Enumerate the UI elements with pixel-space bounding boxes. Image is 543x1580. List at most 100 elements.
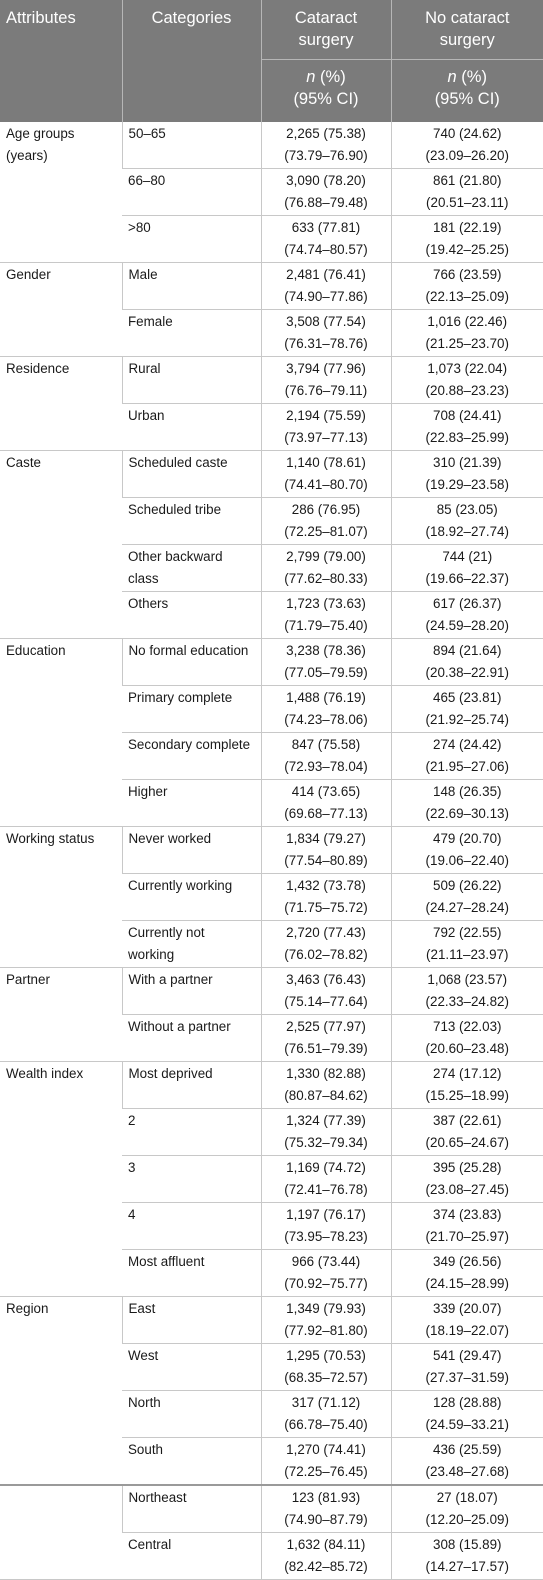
- count-percent: 2,265 (75.38): [286, 126, 366, 141]
- attribute-cell: Education: [0, 638, 122, 827]
- no-cataract-value-cell: 436 (25.59) (23.48–27.68): [390, 1437, 543, 1486]
- count-percent: 1,330 (82.88): [286, 1066, 366, 1081]
- attribute-cell: Gender: [0, 262, 122, 357]
- category-cell: No formal education: [121, 638, 261, 686]
- category-cell: Male: [121, 262, 261, 310]
- table-row: Partner With a partner 3,463 (76.43) (75.14…: [0, 967, 543, 1062]
- table-row: Others 1,723 (73.63) (71.79–75.40) 617 (26.…: [0, 591, 543, 639]
- confidence-interval: (69.68–77.13): [284, 806, 368, 821]
- cataract-value-cell: 1,834 (79.27) (77.54–80.89): [260, 826, 391, 874]
- table-row: 2 1,324 (77.39) (75.32–79.34) 387 (22.61) (2…: [0, 1108, 543, 1156]
- category-cell: Currently not working: [122, 920, 261, 968]
- cataract-value-cell: 1,488 (76.19) (74.23–78.06): [260, 685, 391, 733]
- table-row: Scheduled tribe 286 (76.95) (72.25–81.07) 8…: [0, 497, 543, 545]
- count-percent: 128 (28.88): [433, 1395, 502, 1410]
- confidence-interval: (18.92–27.74): [425, 524, 509, 539]
- confidence-interval: (22.83–25.99): [425, 430, 509, 445]
- cataract-value-cell: 2,799 (79.00) (77.62–80.33): [260, 544, 391, 592]
- no-cataract-value-cell: 713 (22.03) (20.60–23.48): [390, 1014, 543, 1062]
- cataract-value-cell: 1,270 (74.41) (72.25–76.45): [260, 1437, 391, 1486]
- confidence-interval: (76.02–78.82): [284, 947, 368, 962]
- count-percent: 123 (81.93): [291, 1490, 361, 1505]
- count-percent: 509 (26.22): [433, 878, 502, 893]
- category-cell: Most affluent: [122, 1249, 261, 1297]
- cataract-value-cell: 1,140 (78.61) (74.41–80.70): [260, 450, 391, 498]
- cataract-value-cell: 966 (73.44) (70.92–75.77): [260, 1249, 391, 1297]
- category-cell: West: [122, 1343, 261, 1391]
- confidence-interval: (74.90–87.79): [284, 1512, 368, 1527]
- count-percent: 465 (23.81): [433, 690, 502, 705]
- attribute-cell: Residence: [0, 356, 122, 451]
- count-percent: 1,432 (73.78): [286, 878, 366, 893]
- no-cataract-value-cell: 541 (29.47) (27.37–31.59): [390, 1343, 543, 1391]
- category-cell: North: [122, 1390, 261, 1438]
- confidence-interval: (23.08–27.45): [425, 1182, 509, 1197]
- confidence-interval: (73.79–76.90): [284, 148, 368, 163]
- count-percent: 148 (26.35): [433, 784, 502, 799]
- table-row: West 1,295 (70.53) (68.35–72.57) 541 (29.47…: [0, 1343, 543, 1391]
- count-percent: 1,723 (73.63): [286, 596, 366, 611]
- count-percent: 1,073 (22.04): [427, 361, 508, 376]
- confidence-interval: (77.54–80.89): [284, 853, 368, 868]
- attribute-cell: Wealth index: [0, 1061, 122, 1297]
- subheader-no-cataract: n (%) (95% CI): [390, 59, 543, 122]
- table-row: Education No formal education 3,238 (78.36…: [0, 638, 543, 827]
- no-cataract-value-cell: 27 (18.07) (12.20–25.09): [390, 1484, 543, 1533]
- category-cell: Northeast: [121, 1484, 261, 1533]
- confidence-interval: (20.60–23.48): [425, 1041, 509, 1056]
- no-cataract-value-cell: 861 (21.80) (20.51–23.11): [390, 168, 543, 216]
- confidence-interval: (19.06–22.40): [425, 853, 509, 868]
- confidence-interval: (21.95–27.06): [425, 759, 509, 774]
- confidence-interval: (73.95–78.23): [284, 1229, 368, 1244]
- confidence-interval: (77.92–81.80): [284, 1323, 368, 1338]
- category-cell: Central: [122, 1532, 261, 1580]
- subheader-pct: (%): [461, 68, 487, 86]
- cataract-value-cell: 3,794 (77.96) (76.76–79.11): [260, 356, 391, 404]
- confidence-interval: (75.32–79.34): [284, 1135, 368, 1150]
- table-row: 66–80 3,090 (78.20) (76.88–79.48) 861 (21.8…: [0, 168, 543, 216]
- confidence-interval: (74.41–80.70): [284, 477, 368, 492]
- confidence-interval: (22.33–24.82): [425, 994, 509, 1009]
- no-cataract-value-cell: 274 (24.42) (21.95–27.06): [390, 732, 543, 780]
- header-attributes: Attributes: [0, 0, 122, 122]
- count-percent: 274 (17.12): [433, 1066, 502, 1081]
- table-row: Currently working 1,432 (73.78) (71.75–75.…: [0, 873, 543, 921]
- table-row: Secondary complete 847 (75.58) (72.93–78.0…: [0, 732, 543, 780]
- count-percent: 1,632 (84.11): [286, 1537, 366, 1552]
- confidence-interval: (76.88–79.48): [284, 195, 368, 210]
- confidence-interval: (70.92–75.77): [284, 1276, 368, 1291]
- subheader-cataract: n (%) (95% CI): [260, 59, 391, 122]
- confidence-interval: (27.37–31.59): [425, 1370, 509, 1385]
- table-row: Other backward class 2,799 (79.00) (77.62–…: [0, 544, 543, 592]
- confidence-interval: (20.38–22.91): [425, 665, 509, 680]
- confidence-interval: (23.09–26.20): [425, 148, 509, 163]
- count-percent: 310 (21.39): [433, 455, 502, 470]
- count-percent: 744 (21): [442, 549, 493, 564]
- category-cell: Never worked: [121, 826, 261, 874]
- confidence-interval: (22.13–25.09): [425, 289, 509, 304]
- no-cataract-value-cell: 766 (23.59) (22.13–25.09): [390, 262, 543, 310]
- cataract-value-cell: 847 (75.58) (72.93–78.04): [260, 732, 391, 780]
- category-cell: Rural: [121, 356, 261, 404]
- no-cataract-value-cell: 274 (17.12) (15.25–18.99): [390, 1061, 543, 1109]
- count-percent: 3,090 (78.20): [286, 173, 366, 188]
- count-percent: 339 (20.07): [433, 1301, 502, 1316]
- cataract-value-cell: 123 (81.93) (74.90–87.79): [260, 1484, 391, 1533]
- count-percent: 1,834 (79.27): [286, 831, 366, 846]
- cataract-value-cell: 1,330 (82.88) (80.87–84.62): [260, 1061, 391, 1109]
- count-percent: 966 (73.44): [291, 1254, 361, 1269]
- subheader-ci: (95% CI): [293, 90, 359, 108]
- attribute-cell: Caste: [0, 450, 122, 639]
- category-cell: Without a partner: [122, 1014, 261, 1062]
- no-cataract-value-cell: 465 (23.81) (21.92–25.74): [390, 685, 543, 733]
- table-row: North 317 (71.12) (66.78–75.40) 128 (28.88)…: [0, 1390, 543, 1438]
- cataract-value-cell: 1,632 (84.11) (82.42–85.72): [260, 1532, 391, 1580]
- category-cell: South: [122, 1437, 261, 1486]
- cataract-value-cell: 1,197 (76.17) (73.95–78.23): [260, 1202, 391, 1250]
- no-cataract-value-cell: 740 (24.62) (23.09–26.20): [390, 122, 543, 169]
- no-cataract-value-cell: 617 (26.37) (24.59–28.20): [390, 591, 543, 639]
- attribute-cell: Partner: [0, 967, 122, 1062]
- confidence-interval: (71.79–75.40): [284, 618, 368, 633]
- confidence-interval: (15.25–18.99): [425, 1088, 509, 1103]
- confidence-interval: (20.51–23.11): [426, 195, 509, 210]
